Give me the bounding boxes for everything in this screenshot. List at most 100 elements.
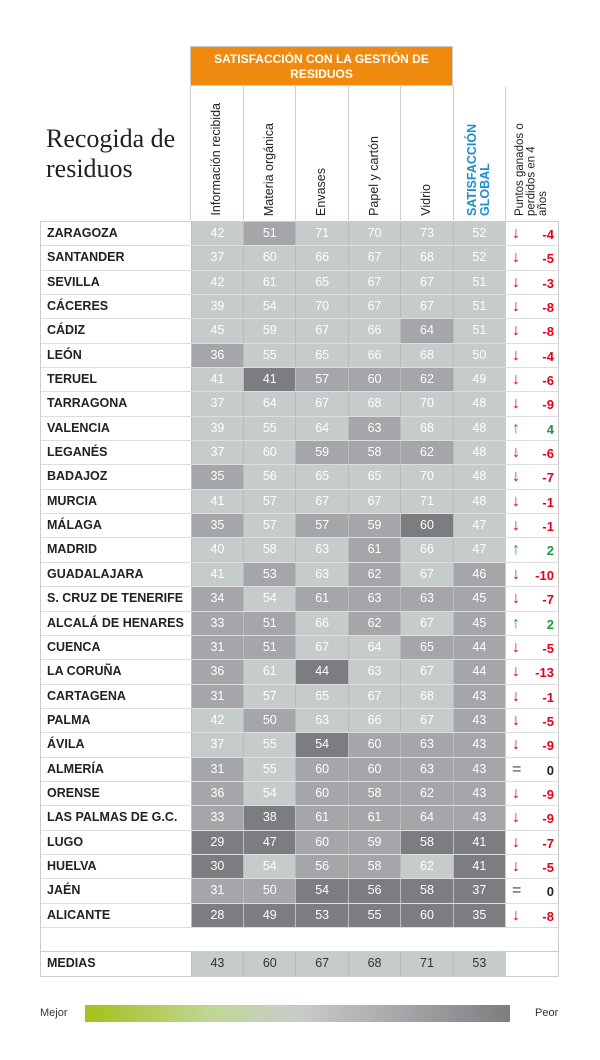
table-row: TERUEL 41 41 57 60 62 49 ↓ -6: [41, 368, 558, 393]
table-row: MÁLAGA 35 57 57 59 60 47 ↓ -1: [41, 514, 558, 539]
city-name: BADAJOZ: [41, 465, 191, 489]
score-cell: 46: [452, 562, 506, 587]
score-cell: 51: [243, 222, 296, 246]
trend-down-icon: ↓: [512, 322, 521, 340]
city-name: LEGANÉS: [41, 441, 191, 465]
score-cell: 41: [190, 489, 244, 514]
score-cell: 67: [347, 489, 401, 514]
empty-cell: [505, 951, 558, 977]
city-name: ALCALÁ DE HENARES: [41, 611, 191, 635]
city-name: ÁVILA: [41, 733, 191, 757]
score-cell: 67: [400, 295, 453, 319]
change-cell: = 0: [505, 879, 558, 903]
score-cell: 50: [243, 879, 296, 903]
score-cell: 42: [190, 222, 244, 246]
score-cell: 56: [243, 465, 296, 489]
score-cell: 66: [347, 319, 401, 343]
table-row: VALENCIA 39 55 64 63 68 48 ↑ 4: [41, 416, 558, 442]
score-cell: 39: [190, 416, 244, 441]
score-cell: 55: [347, 903, 401, 927]
score-cell: 63: [347, 660, 401, 684]
change-value: -8: [542, 908, 554, 924]
change-cell: ↓ -1: [505, 684, 558, 708]
table-row: JAÉN 31 50 54 56 58 37 = 0: [41, 879, 558, 904]
score-cell: 58: [400, 879, 453, 903]
score-cell: 43: [452, 708, 506, 733]
trend-down-icon: ↓: [512, 298, 521, 316]
score-cell: 39: [190, 295, 244, 319]
score-cell: 62: [400, 781, 453, 806]
score-cell: 66: [295, 611, 348, 635]
score-cell: 34: [190, 587, 244, 611]
trend-down-icon: ↓: [512, 565, 521, 583]
column-header-label: Vidrio: [419, 184, 434, 216]
change-value: 2: [546, 543, 554, 559]
score-cell: 55: [243, 733, 296, 757]
city-name: ZARAGOZA: [41, 222, 191, 246]
city-name: CÁDIZ: [41, 319, 191, 343]
trend-equal-icon: =: [512, 760, 522, 778]
score-cell: 51: [243, 611, 296, 635]
score-cell: 68: [400, 416, 453, 441]
score-cell: 43: [452, 684, 506, 708]
score-cell: 65: [295, 270, 348, 295]
column-header: Envases: [295, 86, 348, 220]
column-header: Vidrio: [400, 86, 453, 220]
score-cell: 67: [347, 295, 401, 319]
change-cell: ↓ -9: [505, 781, 558, 806]
city-name: CUENCA: [41, 635, 191, 660]
change-cell: ↑ 2: [505, 611, 558, 635]
city-name: S. CRUZ DE TENERIFE: [41, 587, 191, 611]
change-value: -1: [542, 519, 554, 535]
score-cell: 43: [452, 757, 506, 781]
score-cell: 41: [190, 562, 244, 587]
trend-equal-icon: =: [512, 882, 522, 900]
change-cell: ↓ -9: [505, 733, 558, 757]
column-header: Información recibida: [190, 86, 243, 220]
score-cell: 50: [452, 343, 506, 368]
table-row: MADRID 40 58 63 61 66 47 ↑ 2: [41, 538, 558, 563]
city-name: MURCIA: [41, 489, 191, 514]
city-name: LEÓN: [41, 343, 191, 368]
table-row: S. CRUZ DE TENERIFE 34 54 61 63 63 45 ↓ -7: [41, 587, 558, 612]
city-name: LAS PALMAS DE G.C.: [41, 806, 191, 830]
score-cell: 66: [295, 246, 348, 270]
score-cell: 62: [400, 441, 453, 465]
legend-better-label: Mejor: [40, 1007, 68, 1019]
score-cell: 37: [190, 733, 244, 757]
city-name: SEVILLA: [41, 270, 191, 295]
score-cell: 35: [190, 465, 244, 489]
score-cell: 42: [190, 270, 244, 295]
score-cell: 35: [452, 903, 506, 927]
score-cell: 42: [190, 708, 244, 733]
score-cell: 65: [295, 343, 348, 368]
change-value: -3: [542, 275, 554, 291]
score-cell: 63: [295, 562, 348, 587]
score-cell: 54: [243, 295, 296, 319]
score-cell: 48: [452, 441, 506, 465]
column-header-label: Papel y cartón: [366, 136, 381, 216]
table-row: LEÓN 36 55 65 66 68 50 ↓ -4: [41, 343, 558, 369]
change-value: 0: [546, 762, 554, 778]
trend-down-icon: ↓: [512, 784, 521, 802]
city-name: CARTAGENA: [41, 684, 191, 708]
score-cell: 61: [243, 270, 296, 295]
score-cell: 57: [243, 489, 296, 514]
change-value: -9: [542, 786, 554, 802]
score-cell: 62: [400, 368, 453, 392]
score-cell: 60: [295, 830, 348, 854]
score-cell: 33: [190, 611, 244, 635]
score-cell: 63: [347, 416, 401, 441]
table-row: CARTAGENA 31 57 65 67 68 43 ↓ -1: [41, 684, 558, 709]
score-cell: 47: [243, 830, 296, 854]
score-cell: 29: [190, 830, 244, 854]
trend-down-icon: ↓: [512, 736, 521, 754]
city-name: ALICANTE: [41, 903, 191, 927]
table-row: ALMERÍA 31 55 60 60 63 43 = 0: [41, 757, 558, 782]
score-cell: 33: [190, 806, 244, 830]
score-cell: 54: [243, 854, 296, 879]
score-cell: 56: [295, 854, 348, 879]
score-cell: 51: [452, 270, 506, 295]
score-cell: 65: [400, 635, 453, 660]
score-cell: 65: [295, 465, 348, 489]
